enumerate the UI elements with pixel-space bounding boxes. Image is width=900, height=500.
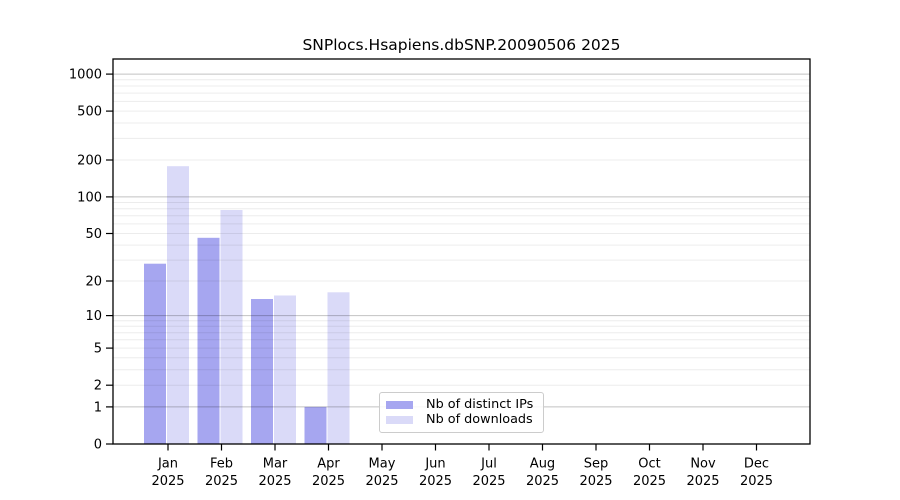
- y-tick-label: 5: [94, 342, 102, 357]
- x-tick-label: Nov 2025: [686, 457, 719, 490]
- x-tick-label: Jul 2025: [472, 457, 505, 490]
- bar-downloads-apr: [327, 292, 350, 444]
- y-tick-label: 0: [94, 438, 102, 453]
- bar-distinct-ips-feb: [197, 237, 220, 444]
- legend-row-downloads: Nb of downloads: [386, 413, 535, 429]
- x-tick-label: May 2025: [365, 457, 398, 490]
- bar-downloads-feb: [220, 210, 243, 444]
- bar-downloads-jan: [167, 166, 189, 444]
- legend-swatch-downloads: [386, 416, 413, 425]
- y-tick-label: 200: [77, 154, 102, 169]
- y-tick-label: 1000: [69, 68, 102, 83]
- x-tick-label: Dec 2025: [740, 457, 773, 490]
- bar-distinct-ips-apr: [304, 406, 327, 444]
- bar-distinct-ips-jan: [144, 263, 166, 444]
- y-tick-label: 500: [77, 105, 102, 120]
- bar-downloads-mar: [274, 295, 296, 444]
- legend-row-distinct-ips: Nb of distinct IPs: [386, 397, 535, 413]
- chart-title: SNPlocs.Hsapiens.dbSNP.20090506 2025: [302, 36, 621, 54]
- legend: Nb of distinct IPs Nb of downloads: [379, 392, 544, 433]
- bar-distinct-ips-mar: [251, 299, 273, 444]
- y-tick-label: 1: [94, 400, 102, 415]
- y-tick-label: 10: [85, 309, 102, 324]
- x-tick-label: Apr 2025: [312, 457, 345, 490]
- y-tick-label: 20: [85, 275, 102, 290]
- legend-swatch-distinct-ips: [386, 400, 413, 409]
- y-tick-label: 100: [77, 190, 102, 205]
- y-tick-label: 50: [85, 227, 102, 242]
- x-tick-label: Feb 2025: [205, 457, 238, 490]
- x-tick-label: Oct 2025: [633, 457, 666, 490]
- x-tick-label: Jan 2025: [151, 457, 184, 490]
- x-tick-label: Sep 2025: [579, 457, 612, 490]
- y-tick-label: 2: [94, 379, 102, 394]
- plot-frame: [112, 58, 811, 445]
- x-tick-label: Aug 2025: [526, 457, 559, 490]
- x-tick-label: Mar 2025: [258, 457, 291, 490]
- legend-label-distinct-ips: Nb of distinct IPs: [426, 396, 534, 412]
- legend-label-downloads: Nb of downloads: [426, 412, 533, 428]
- x-tick-label: Jun 2025: [419, 457, 452, 490]
